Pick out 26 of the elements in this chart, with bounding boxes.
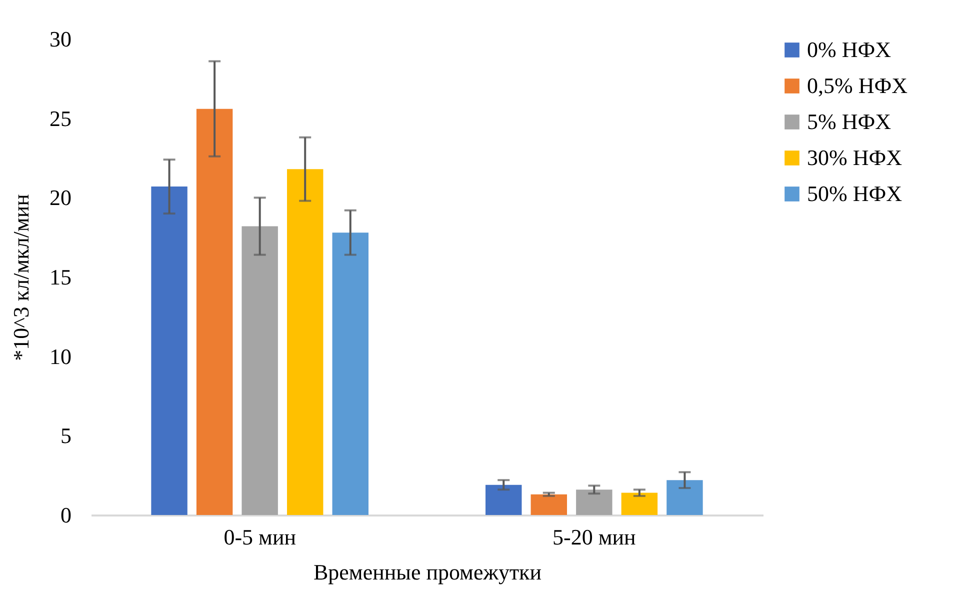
x-tick-label: 0-5 мин (224, 524, 296, 550)
legend-label: 50% НФХ (807, 181, 902, 206)
y-tick-label: 5 (60, 423, 72, 448)
x-tick-label: 5-20 мин (552, 524, 636, 550)
legend-label: 30% НФХ (807, 145, 902, 170)
legend-label: 0% НФХ (807, 37, 892, 62)
y-tick-label: 30 (50, 26, 72, 52)
bar (287, 169, 324, 515)
x-axis-title: Временные промежутки (313, 560, 542, 584)
y-axis-title: *10^3 кл/мкл/мин (8, 194, 34, 361)
y-tick-label: 25 (50, 106, 72, 131)
bar (530, 494, 567, 515)
y-tick-label: 10 (50, 344, 72, 369)
legend-label: 5% НФХ (807, 109, 892, 134)
y-tick-label: 20 (50, 185, 72, 210)
y-tick-label: 0 (60, 502, 72, 528)
bar (576, 490, 612, 515)
bar (151, 186, 188, 515)
bar (621, 492, 658, 515)
bar (242, 226, 278, 515)
legend-label: 0,5% НФХ (807, 73, 908, 98)
bar (666, 480, 703, 515)
bar (486, 484, 522, 515)
y-tick-label: 15 (50, 264, 72, 290)
bar (332, 232, 368, 515)
bar (196, 108, 233, 515)
